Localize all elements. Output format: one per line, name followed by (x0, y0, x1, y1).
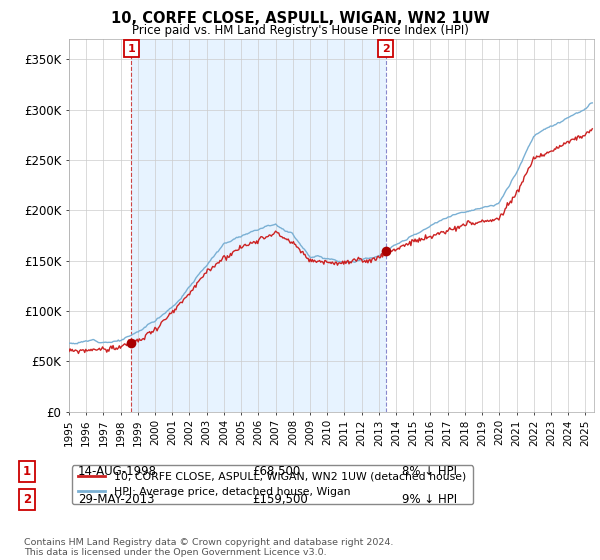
Text: 9% ↓ HPI: 9% ↓ HPI (402, 493, 457, 506)
Text: 1: 1 (127, 44, 135, 54)
Text: 8% ↓ HPI: 8% ↓ HPI (402, 465, 457, 478)
Text: 2: 2 (23, 493, 31, 506)
Text: £68,500: £68,500 (252, 465, 300, 478)
Text: 1: 1 (23, 465, 31, 478)
Text: £159,500: £159,500 (252, 493, 308, 506)
Legend: 10, CORFE CLOSE, ASPULL, WIGAN, WN2 1UW (detached house), HPI: Average price, de: 10, CORFE CLOSE, ASPULL, WIGAN, WN2 1UW … (72, 465, 473, 504)
Text: 29-MAY-2013: 29-MAY-2013 (78, 493, 155, 506)
Text: Price paid vs. HM Land Registry's House Price Index (HPI): Price paid vs. HM Land Registry's House … (131, 24, 469, 36)
Text: 2: 2 (382, 44, 390, 54)
Bar (131, 39, 386, 412)
Text: 10, CORFE CLOSE, ASPULL, WIGAN, WN2 1UW: 10, CORFE CLOSE, ASPULL, WIGAN, WN2 1UW (110, 11, 490, 26)
Text: 14-AUG-1998: 14-AUG-1998 (78, 465, 157, 478)
Text: Contains HM Land Registry data © Crown copyright and database right 2024.
This d: Contains HM Land Registry data © Crown c… (24, 538, 394, 557)
